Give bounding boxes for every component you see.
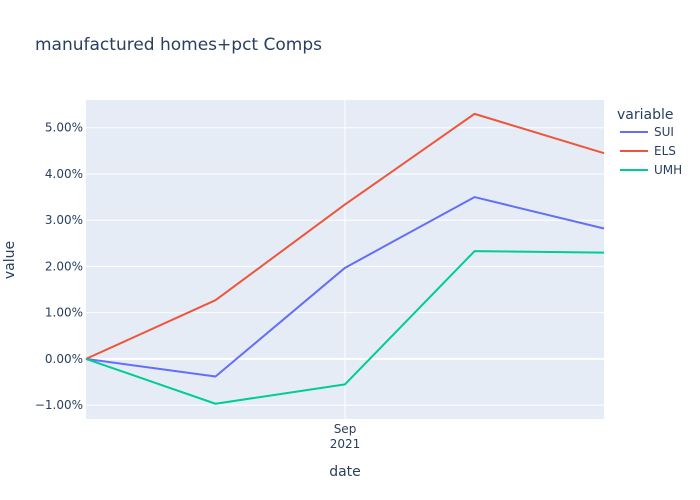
series-layer: [85, 112, 605, 405]
y-tick-label: 3.00%: [45, 213, 83, 227]
legend-label: ELS: [654, 144, 676, 158]
series-line-els: [85, 112, 605, 360]
legend-item-sui[interactable]: SUI: [620, 125, 674, 139]
legend-label: UMH: [654, 163, 682, 177]
legend-label: SUI: [654, 125, 674, 139]
y-tick-label: 0.00%: [45, 352, 83, 366]
x-tick-year-label: 2021: [330, 437, 361, 451]
y-tick-label: −1.00%: [35, 398, 83, 412]
y-tick-label: 2.00%: [45, 259, 83, 273]
legend-item-els[interactable]: ELS: [620, 144, 676, 158]
legend-title: variable: [617, 107, 673, 123]
legend-item-umh[interactable]: UMH: [620, 163, 682, 177]
legend[interactable]: variable SUI ELS UMH: [617, 107, 682, 177]
y-tick-label: 5.00%: [45, 121, 83, 135]
series-line-umh: [85, 250, 605, 405]
series-line-sui: [85, 196, 605, 378]
y-axis-ticks: −1.00% 0.00% 1.00% 2.00% 3.00% 4.00% 5.00%: [35, 121, 83, 412]
y-tick-label: 1.00%: [45, 306, 83, 320]
chart-title: manufactured homes+pct Comps: [35, 35, 322, 55]
x-axis-title: date: [329, 464, 361, 480]
y-tick-label: 4.00%: [45, 167, 83, 181]
x-tick-label: Sep: [334, 422, 357, 436]
y-axis-title: value: [2, 241, 18, 279]
